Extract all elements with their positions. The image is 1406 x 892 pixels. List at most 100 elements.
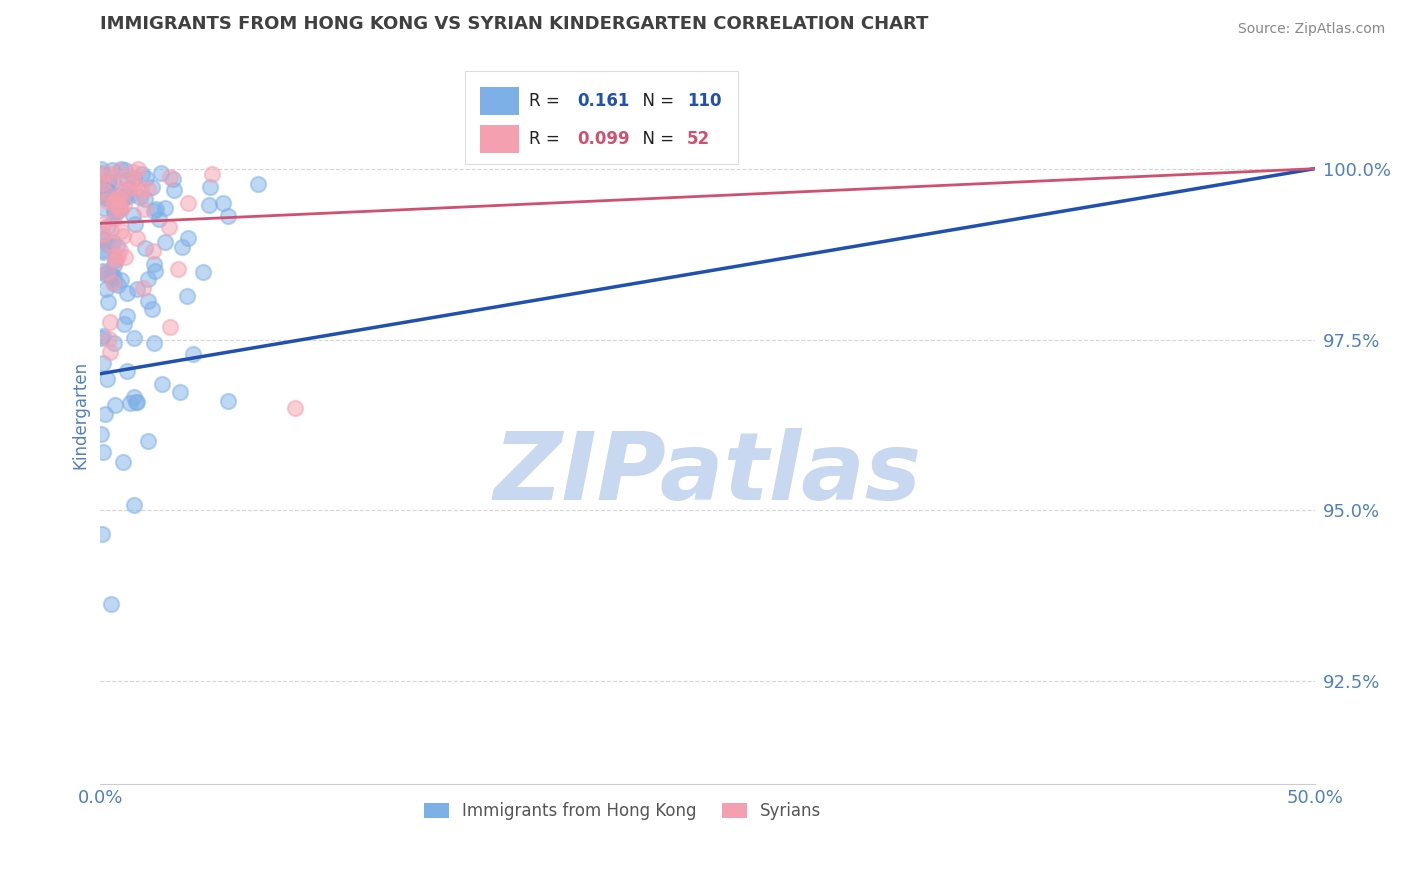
Point bbox=[93, 202, 115, 216]
Point bbox=[200, 167, 222, 181]
Point bbox=[110, 224, 132, 238]
Point bbox=[104, 205, 127, 219]
Point bbox=[132, 281, 155, 295]
Point bbox=[103, 276, 125, 290]
Point bbox=[197, 198, 219, 212]
Text: ZIPatlas: ZIPatlas bbox=[494, 428, 921, 520]
Point bbox=[91, 328, 114, 343]
Point bbox=[143, 204, 166, 219]
Point bbox=[136, 272, 159, 286]
Point bbox=[91, 227, 114, 241]
Point bbox=[97, 188, 120, 202]
Point bbox=[124, 217, 146, 231]
Y-axis label: Kindergarten: Kindergarten bbox=[72, 360, 89, 469]
Point bbox=[134, 202, 156, 216]
Point bbox=[91, 356, 114, 370]
Point bbox=[107, 249, 129, 263]
Point bbox=[114, 250, 136, 264]
Point bbox=[122, 164, 145, 178]
Point bbox=[143, 335, 166, 350]
Point bbox=[108, 202, 131, 216]
Point bbox=[122, 331, 145, 345]
Point bbox=[115, 182, 138, 196]
Text: 52: 52 bbox=[688, 130, 710, 148]
Point bbox=[105, 239, 128, 253]
Point bbox=[111, 455, 134, 469]
Point bbox=[159, 169, 181, 184]
Point bbox=[107, 277, 129, 292]
Legend: Immigrants from Hong Kong, Syrians: Immigrants from Hong Kong, Syrians bbox=[418, 796, 828, 827]
Point bbox=[176, 289, 198, 303]
Point bbox=[98, 269, 121, 284]
Point bbox=[153, 235, 176, 250]
Point bbox=[91, 244, 114, 259]
Point bbox=[107, 196, 129, 211]
Point bbox=[94, 190, 117, 204]
Text: Source: ZipAtlas.com: Source: ZipAtlas.com bbox=[1237, 22, 1385, 37]
Point bbox=[131, 167, 153, 181]
Point bbox=[145, 202, 167, 216]
Point bbox=[91, 527, 114, 541]
Point bbox=[91, 177, 114, 191]
Point bbox=[115, 187, 138, 202]
Point bbox=[162, 171, 184, 186]
Point bbox=[103, 258, 125, 272]
Point bbox=[128, 186, 150, 200]
Point bbox=[120, 396, 142, 410]
Point bbox=[97, 235, 120, 250]
Point bbox=[118, 181, 141, 195]
Point bbox=[136, 434, 159, 448]
Point bbox=[91, 264, 114, 278]
Point bbox=[122, 390, 145, 404]
Point bbox=[98, 173, 121, 187]
Text: R =: R = bbox=[529, 92, 565, 110]
Point bbox=[191, 264, 214, 278]
Point bbox=[112, 198, 135, 212]
Point bbox=[103, 269, 125, 284]
Point bbox=[127, 161, 149, 176]
Point bbox=[114, 190, 136, 204]
Point bbox=[155, 201, 177, 215]
Point bbox=[91, 444, 114, 458]
Point bbox=[97, 295, 120, 310]
Point bbox=[105, 253, 128, 268]
Point bbox=[94, 407, 117, 421]
Point bbox=[136, 294, 159, 309]
Point bbox=[101, 276, 124, 290]
Point bbox=[111, 229, 134, 244]
FancyBboxPatch shape bbox=[481, 126, 519, 153]
Point bbox=[134, 192, 156, 206]
Point bbox=[90, 244, 112, 258]
Point bbox=[135, 170, 157, 185]
Point bbox=[93, 179, 115, 194]
Point bbox=[98, 315, 121, 329]
Point bbox=[94, 282, 117, 296]
Text: R =: R = bbox=[529, 130, 565, 148]
Point bbox=[101, 175, 124, 189]
Point bbox=[94, 267, 117, 281]
Point bbox=[93, 185, 115, 199]
Point bbox=[105, 191, 128, 205]
Point bbox=[124, 498, 146, 512]
Point bbox=[143, 264, 166, 278]
Text: 0.099: 0.099 bbox=[578, 130, 630, 148]
Point bbox=[141, 179, 163, 194]
Point bbox=[108, 202, 131, 216]
Point bbox=[97, 236, 120, 251]
Point bbox=[110, 273, 132, 287]
Point bbox=[101, 163, 124, 178]
Point bbox=[101, 268, 124, 282]
Point bbox=[121, 171, 143, 186]
Point bbox=[127, 231, 149, 245]
Point bbox=[127, 394, 149, 409]
Point bbox=[136, 182, 159, 196]
Point bbox=[284, 401, 307, 415]
Point bbox=[247, 177, 270, 191]
Point bbox=[122, 208, 145, 222]
Point bbox=[96, 372, 118, 386]
Point bbox=[103, 249, 125, 263]
Point bbox=[148, 211, 170, 226]
Point bbox=[100, 223, 122, 237]
Point bbox=[100, 189, 122, 203]
Text: N =: N = bbox=[633, 92, 679, 110]
